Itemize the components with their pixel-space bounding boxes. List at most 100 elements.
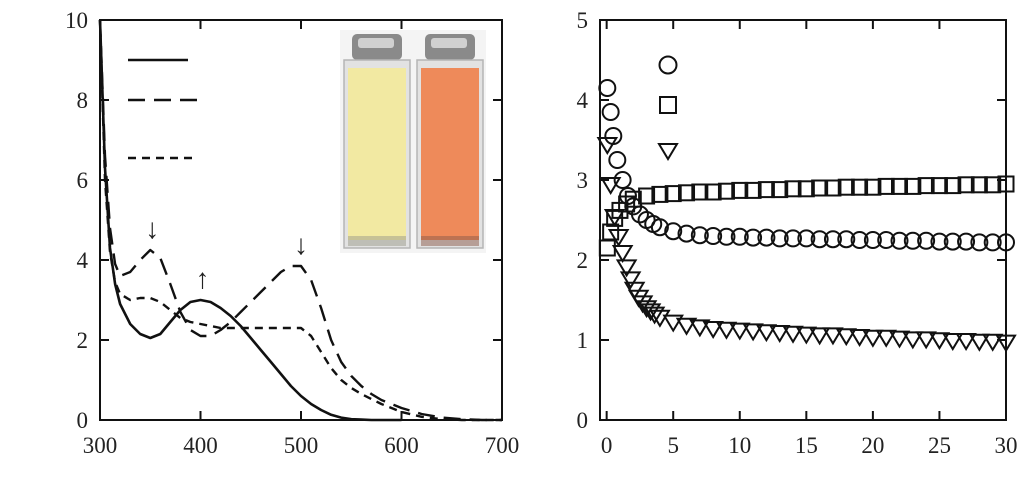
- point-400nm: [651, 185, 669, 203]
- point-352nm: [943, 232, 962, 251]
- gs-vial: [343, 34, 411, 249]
- point-500nm: [649, 309, 671, 328]
- point-500nm: [808, 327, 831, 346]
- panel-b-axes: 0 5 10 15 20 25 30 0 1 2 3 4 5: [577, 8, 1018, 458]
- point-500nm: [795, 326, 818, 345]
- point-352nm: [997, 233, 1015, 252]
- point-352nm: [810, 230, 829, 249]
- panel-a-ytick-label: 2: [77, 328, 89, 353]
- annotation-arrow-2: ↓: [294, 230, 308, 261]
- point-400nm: [797, 180, 815, 198]
- point-352nm: [730, 227, 749, 246]
- point-500nm: [955, 333, 977, 351]
- panel-b-ytick-label: 3: [577, 168, 589, 193]
- point-500nm: [995, 334, 1017, 353]
- panel-a-legend: [128, 58, 198, 160]
- point-500nm: [643, 306, 666, 325]
- point-500nm: [639, 303, 662, 322]
- point-500nm: [662, 314, 684, 333]
- point-352nm: [704, 227, 723, 245]
- point-400nm: [877, 177, 895, 195]
- point-352nm: [664, 222, 683, 241]
- point-500nm: [715, 321, 738, 340]
- point-500nm: [875, 329, 897, 348]
- point-352nm: [850, 231, 869, 249]
- point-352nm: [613, 171, 632, 189]
- si-vial-cap-shine: [431, 38, 467, 48]
- si-vial-bottom: [421, 236, 479, 246]
- series-20-min-relaxation-line: [98, 19, 502, 422]
- point-500nm: [848, 329, 871, 347]
- panel-a-series: [98, 19, 502, 422]
- point-500nm: [607, 229, 630, 247]
- point-500nm: [822, 327, 844, 346]
- point-400nm: [757, 181, 775, 199]
- point-352nm: [970, 233, 989, 252]
- panel-b-ytick-label: 5: [577, 8, 589, 33]
- point-400nm: [811, 179, 829, 197]
- vials-inset: [340, 30, 486, 253]
- point-352nm: [608, 151, 627, 169]
- point-352nm: [957, 232, 976, 251]
- point-500nm: [675, 317, 698, 336]
- point-500nm: [742, 323, 764, 342]
- point-400nm: [997, 175, 1015, 193]
- point-352nm: [983, 233, 1002, 252]
- point-500nm: [611, 245, 634, 263]
- annotation-arrow-0: ↓: [145, 214, 159, 245]
- point-500nm: [941, 333, 964, 351]
- point-352nm: [863, 231, 882, 249]
- panel-a-xtick-label: 400: [183, 433, 218, 458]
- legend-500-marker: [657, 143, 679, 161]
- point-400nm: [944, 177, 962, 195]
- point-500nm: [729, 322, 751, 341]
- point-352nm: [690, 226, 709, 245]
- point-400nm: [851, 178, 869, 196]
- point-400nm: [704, 183, 722, 201]
- point-500nm: [603, 209, 626, 227]
- panel-b-legend: [657, 55, 679, 161]
- si-vial-liquid: [421, 68, 479, 240]
- point-352nm: [903, 231, 922, 250]
- point-400nm: [891, 177, 909, 195]
- point-500nm: [981, 333, 1004, 352]
- point-400nm: [864, 178, 882, 196]
- point-400nm: [837, 178, 855, 196]
- panel-a-xtick-label: 700: [485, 433, 520, 458]
- panel-b-xtick-label: 5: [667, 433, 679, 458]
- panel-a-xtick-label: 600: [384, 433, 419, 458]
- point-400nm: [970, 176, 988, 194]
- point-400nm: [678, 184, 696, 202]
- point-500nm: [619, 271, 642, 290]
- panel-b-ytick-label: 4: [577, 88, 589, 113]
- point-400nm: [744, 181, 762, 199]
- point-352nm: [650, 218, 669, 237]
- point-400nm: [904, 177, 922, 195]
- panel-a-ytick-label: 10: [65, 8, 88, 33]
- point-400nm: [638, 187, 656, 205]
- point-352nm: [784, 229, 803, 248]
- point-352nm: [601, 103, 620, 121]
- point-500nm: [835, 328, 858, 347]
- point-500nm: [782, 325, 804, 344]
- panel-b-xtick-label: 0: [601, 433, 613, 458]
- point-400nm: [602, 223, 620, 241]
- legend-400-marker: [659, 96, 677, 114]
- panel-b-ytick-label: 2: [577, 248, 589, 273]
- point-400nm: [957, 176, 975, 194]
- panel-b-series: [596, 79, 1017, 353]
- panel-b-xtick-label: 10: [728, 433, 751, 458]
- point-500nm: [968, 333, 991, 352]
- panel-b-xtick-label: 20: [861, 433, 884, 458]
- point-352nm: [823, 230, 842, 249]
- point-400nm: [930, 177, 948, 195]
- point-400nm: [784, 180, 802, 198]
- point-400nm: [771, 181, 789, 199]
- point-400nm: [824, 179, 842, 197]
- point-352nm: [757, 228, 776, 247]
- legend-352-marker: [658, 55, 678, 75]
- point-352nm: [837, 230, 856, 249]
- point-352nm: [797, 229, 816, 248]
- point-352nm: [717, 227, 736, 246]
